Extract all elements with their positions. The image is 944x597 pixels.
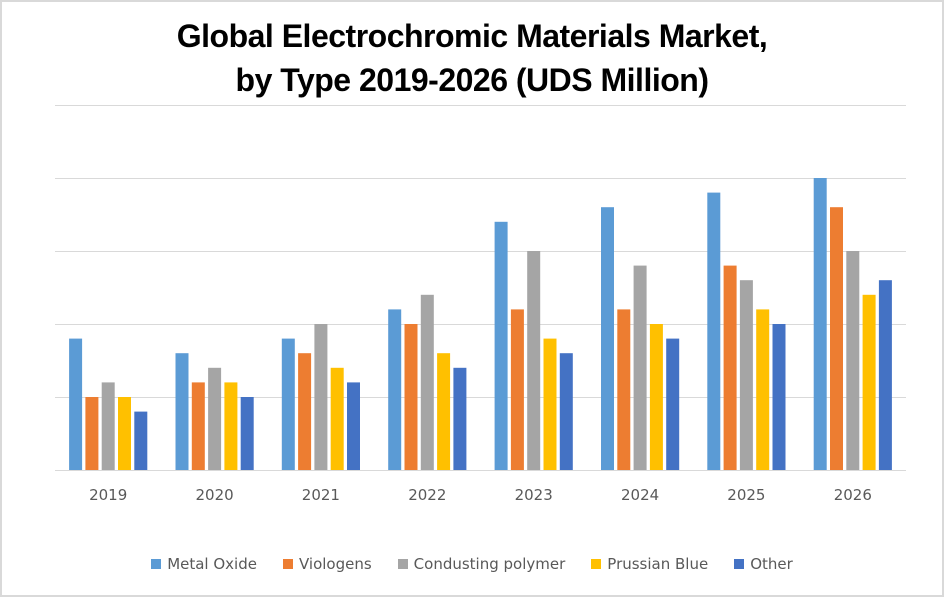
legend-item: Viologens xyxy=(282,555,372,573)
bar-prussian-blue-2020 xyxy=(224,382,238,470)
bar-other-2019 xyxy=(134,411,148,470)
x-tick-label: 2022 xyxy=(408,486,446,504)
bar-prussian-blue-2026 xyxy=(862,294,876,470)
x-axis-ticks: 2019 2020 2021 2022 2023 2024 2025 2026 xyxy=(89,486,872,504)
bar-viologens-2021 xyxy=(298,353,312,470)
bars xyxy=(69,178,892,470)
bar-prussian-blue-2019 xyxy=(118,397,131,470)
legend-label: Viologens xyxy=(298,555,372,573)
bar-viologens-2022 xyxy=(404,324,418,470)
legend-item: Condusting polymer xyxy=(397,555,566,573)
bar-metal-oxide-2025 xyxy=(707,192,721,470)
bar-viologens-2025 xyxy=(723,265,737,470)
bar-prussian-blue-2023 xyxy=(543,338,557,470)
x-tick-label: 2019 xyxy=(89,486,127,504)
bar-condusting-polymer-2019 xyxy=(101,382,115,470)
bar-viologens-2023 xyxy=(510,309,524,470)
bar-metal-oxide-2020 xyxy=(175,353,189,470)
bar-metal-oxide-2022 xyxy=(388,309,402,470)
x-tick-label: 2023 xyxy=(515,486,553,504)
bar-other-2025 xyxy=(772,324,786,470)
x-tick-label: 2020 xyxy=(196,486,234,504)
bar-other-2026 xyxy=(878,280,892,470)
legend-item: Metal Oxide xyxy=(151,555,257,573)
bar-condusting-polymer-2024 xyxy=(633,265,647,470)
bar-viologens-2020 xyxy=(191,382,205,470)
x-tick-label: 2026 xyxy=(834,486,872,504)
bar-viologens-2019 xyxy=(85,397,99,470)
bar-metal-oxide-2023 xyxy=(494,221,508,470)
bar-metal-oxide-2024 xyxy=(601,207,614,470)
legend-swatch xyxy=(591,559,602,569)
legend-swatch xyxy=(397,559,408,569)
legend-swatch xyxy=(282,559,293,569)
bar-other-2021 xyxy=(347,382,360,470)
legend-item: Prussian Blue xyxy=(591,555,708,573)
bar-prussian-blue-2025 xyxy=(756,309,770,470)
legend-label: Other xyxy=(750,555,793,573)
x-tick-label: 2021 xyxy=(302,486,340,504)
legend-label: Metal Oxide xyxy=(167,555,257,573)
bar-other-2024 xyxy=(666,338,680,470)
bar-metal-oxide-2021 xyxy=(281,338,295,470)
bar-metal-oxide-2026 xyxy=(813,178,827,470)
legend: Metal Oxide Viologens Condusting polymer Pr… xyxy=(0,555,944,573)
bar-other-2023 xyxy=(559,353,573,470)
legend-item: Other xyxy=(734,555,793,573)
bar-other-2020 xyxy=(240,397,254,470)
bar-viologens-2024 xyxy=(617,309,631,470)
chart-title: Global Electrochromic Materials Market, … xyxy=(0,14,944,102)
x-tick-label: 2025 xyxy=(727,486,765,504)
legend-label: Prussian Blue xyxy=(607,555,709,573)
x-tick-label: 2024 xyxy=(621,486,659,504)
bar-other-2022 xyxy=(453,367,467,470)
bar-condusting-polymer-2025 xyxy=(739,280,753,470)
bar-condusting-polymer-2022 xyxy=(420,294,434,470)
chart-title-line-2: by Type 2019-2026 (UDS Million) xyxy=(235,62,709,98)
bar-condusting-polymer-2023 xyxy=(527,251,541,470)
bar-viologens-2026 xyxy=(830,207,843,470)
legend-label: Condusting polymer xyxy=(413,555,566,573)
legend-swatch xyxy=(734,559,745,569)
bar-condusting-polymer-2021 xyxy=(314,324,328,470)
bar-condusting-polymer-2020 xyxy=(208,367,222,470)
bar-prussian-blue-2022 xyxy=(437,353,451,470)
chart-title-line-1: Global Electrochromic Materials Market, xyxy=(176,18,768,54)
legend-swatch xyxy=(151,559,162,569)
bar-prussian-blue-2021 xyxy=(330,367,344,470)
bar-condusting-polymer-2026 xyxy=(846,251,860,470)
bar-prussian-blue-2024 xyxy=(649,324,663,470)
bar-metal-oxide-2019 xyxy=(69,338,83,470)
